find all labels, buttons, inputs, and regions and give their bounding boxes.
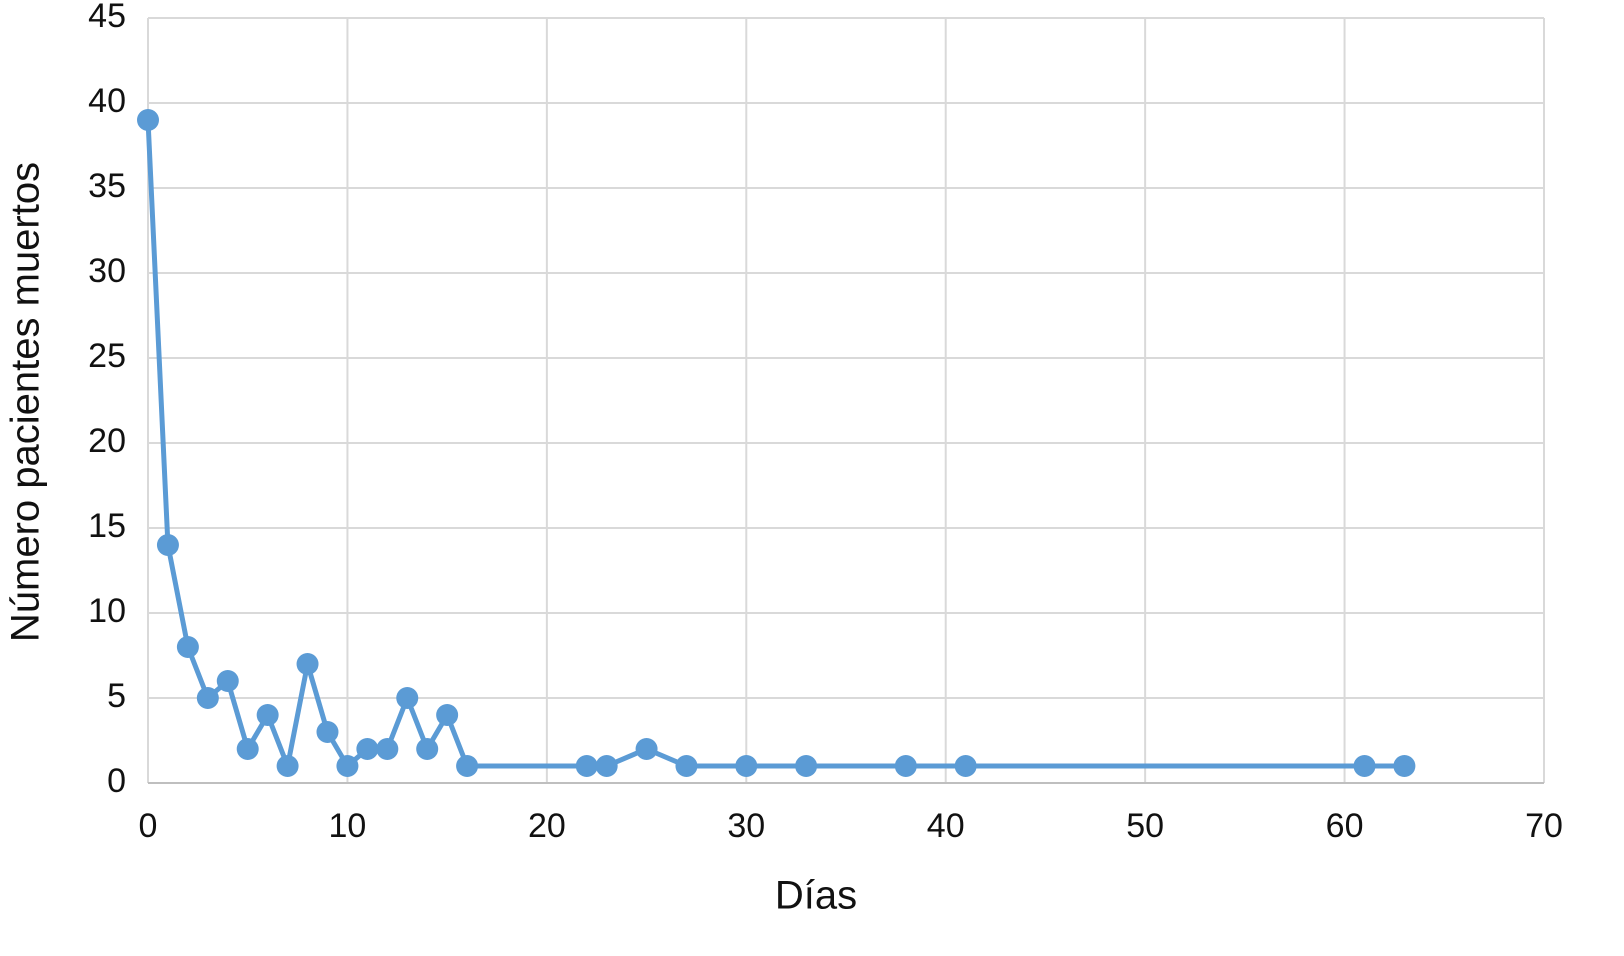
- marker: [336, 755, 359, 777]
- x-tick-label: 50: [1126, 807, 1164, 845]
- marker: [735, 755, 758, 777]
- marker: [635, 738, 658, 760]
- marker: [1393, 755, 1416, 777]
- y-tick-label: 45: [88, 0, 126, 35]
- marker: [276, 755, 299, 777]
- marker: [675, 755, 698, 777]
- marker: [416, 738, 439, 760]
- x-tick-label: 40: [927, 807, 965, 845]
- y-tick-label: 10: [88, 592, 126, 630]
- marker: [236, 738, 259, 760]
- x-tick-label: 60: [1326, 807, 1364, 845]
- marker: [954, 755, 977, 777]
- marker: [216, 670, 239, 692]
- marker: [296, 653, 319, 675]
- y-tick-label: 20: [88, 422, 126, 460]
- marker: [156, 534, 179, 556]
- marker: [137, 109, 159, 131]
- y-tick-label: 35: [88, 167, 126, 205]
- x-tick-label: 0: [139, 807, 158, 845]
- marker: [795, 755, 818, 777]
- marker: [1353, 755, 1376, 777]
- marker: [894, 755, 917, 777]
- x-axis-label: Días: [775, 874, 857, 918]
- y-tick-label: 5: [107, 677, 126, 715]
- marker: [575, 755, 598, 777]
- x-tick-label: 20: [528, 807, 566, 845]
- y-tick-label: 40: [88, 82, 126, 120]
- marker: [316, 721, 339, 743]
- y-tick-label: 30: [88, 252, 126, 290]
- marker: [356, 738, 379, 760]
- y-tick-label: 25: [88, 337, 126, 375]
- x-tick-label: 30: [727, 807, 765, 845]
- y-tick-label: 15: [88, 507, 126, 545]
- marker: [176, 636, 199, 658]
- y-tick-label: 0: [107, 762, 126, 800]
- marker: [196, 687, 219, 709]
- marker: [595, 755, 618, 777]
- marker: [436, 704, 459, 726]
- marker: [256, 704, 279, 726]
- y-axis-label: Número pacientes muertos: [4, 162, 48, 642]
- x-tick-label: 70: [1525, 807, 1563, 845]
- x-tick-label: 10: [329, 807, 367, 845]
- marker: [456, 755, 479, 777]
- marker: [396, 687, 419, 709]
- marker: [376, 738, 399, 760]
